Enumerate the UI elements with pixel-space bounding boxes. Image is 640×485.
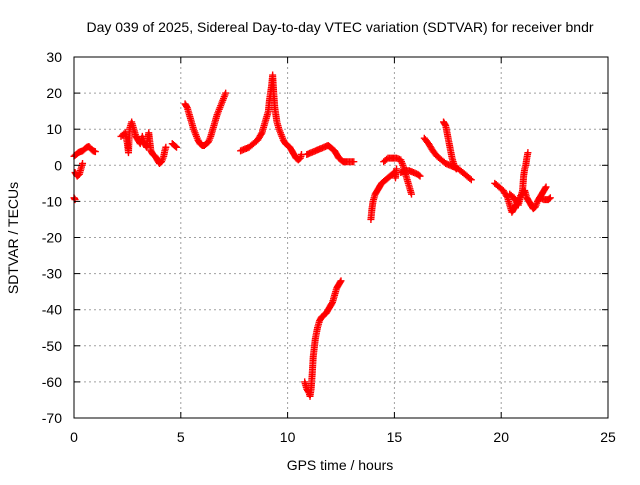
data-point-marker	[257, 130, 265, 138]
data-point-marker	[173, 143, 181, 151]
data-points	[70, 71, 554, 400]
y-tick-label: -50	[42, 338, 62, 354]
y-axis-label: SDTVAR / TECUs	[5, 182, 21, 294]
y-tick-label: -30	[42, 266, 62, 282]
y-tick-label: -10	[42, 193, 62, 209]
data-point-marker	[452, 164, 460, 172]
data-point-marker	[452, 165, 460, 173]
data-point-marker	[79, 159, 87, 167]
data-point-marker	[162, 143, 170, 151]
y-tick-label: 10	[46, 121, 62, 137]
y-axis-ticks: -70 -60 -50 -40 -30 -20 -10 0 10 20 30	[42, 49, 608, 426]
y-tick-label: -60	[42, 374, 62, 390]
data-point-marker	[407, 190, 415, 198]
y-tick-label: -40	[42, 302, 62, 318]
y-tick-label: 20	[46, 85, 62, 101]
x-axis-ticks: 0 5 10 15 20 25	[70, 57, 616, 445]
y-tick-label: -70	[42, 410, 62, 426]
grid-lines	[74, 57, 608, 418]
x-tick-label: 5	[177, 429, 185, 445]
y-tick-label: -20	[42, 230, 62, 246]
y-tick-label: 30	[46, 49, 62, 65]
data-point-marker	[337, 277, 345, 285]
data-point-marker	[171, 142, 179, 150]
data-point-marker	[416, 172, 424, 180]
data-point-marker	[336, 278, 344, 286]
x-tick-label: 10	[280, 429, 296, 445]
y-tick-label: 0	[54, 157, 62, 173]
data-point-marker	[71, 196, 79, 204]
data-point-marker	[350, 158, 358, 166]
chart-title: Day 039 of 2025, Sidereal Day-to-day VTE…	[86, 19, 593, 35]
data-point-marker	[415, 171, 423, 179]
x-tick-label: 0	[70, 429, 78, 445]
data-point-marker	[467, 176, 475, 184]
data-point-marker	[545, 195, 553, 203]
x-axis-label: GPS time / hours	[287, 457, 394, 473]
data-point-marker	[546, 194, 554, 202]
data-point-marker	[393, 165, 401, 173]
data-point-marker	[542, 183, 550, 191]
x-tick-label: 15	[387, 429, 403, 445]
data-point-marker	[466, 175, 474, 183]
data-point-marker	[91, 148, 99, 156]
x-tick-label: 20	[493, 429, 509, 445]
x-tick-label: 25	[600, 429, 616, 445]
data-point-marker	[524, 149, 532, 157]
data-point-marker	[541, 184, 549, 192]
data-point-marker	[222, 89, 230, 97]
